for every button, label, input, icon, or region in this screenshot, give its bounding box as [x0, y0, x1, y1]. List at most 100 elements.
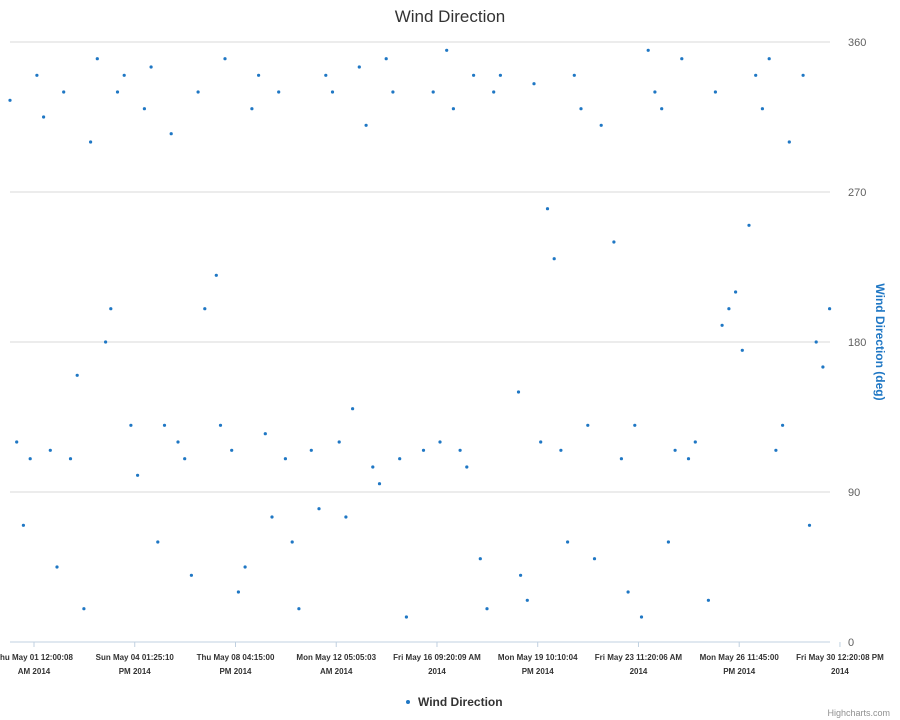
data-point[interactable]: [21, 523, 25, 527]
data-point[interactable]: [142, 107, 146, 111]
data-point[interactable]: [767, 57, 771, 61]
data-point[interactable]: [673, 448, 677, 452]
data-point[interactable]: [451, 107, 455, 111]
data-point[interactable]: [498, 73, 502, 77]
data-point[interactable]: [351, 407, 355, 411]
data-point[interactable]: [309, 448, 313, 452]
data-point[interactable]: [243, 565, 247, 569]
data-point[interactable]: [176, 440, 180, 444]
data-point[interactable]: [559, 448, 563, 452]
data-point[interactable]: [545, 207, 550, 211]
data-point[interactable]: [357, 65, 361, 69]
data-point[interactable]: [156, 540, 160, 544]
data-point[interactable]: [519, 573, 523, 577]
data-point[interactable]: [572, 73, 576, 77]
data-point[interactable]: [324, 73, 328, 77]
data-point[interactable]: [653, 90, 657, 94]
data-point[interactable]: [727, 307, 731, 311]
data-point[interactable]: [552, 257, 556, 261]
data-point[interactable]: [183, 457, 187, 461]
data-point[interactable]: [781, 423, 785, 427]
data-point[interactable]: [223, 57, 227, 61]
data-point[interactable]: [109, 307, 113, 311]
data-point[interactable]: [421, 448, 426, 452]
data-point[interactable]: [828, 307, 832, 311]
data-point[interactable]: [485, 607, 489, 611]
data-point[interactable]: [612, 240, 616, 244]
data-point[interactable]: [525, 598, 529, 602]
data-point[interactable]: [599, 123, 603, 127]
data-point[interactable]: [62, 90, 66, 94]
data-point[interactable]: [431, 90, 435, 94]
data-point[interactable]: [713, 90, 718, 94]
data-point[interactable]: [693, 440, 697, 444]
data-point[interactable]: [492, 90, 496, 94]
data-point[interactable]: [218, 423, 223, 427]
data-point[interactable]: [89, 140, 93, 144]
data-point[interactable]: [189, 573, 193, 577]
data-point[interactable]: [8, 98, 12, 102]
data-point[interactable]: [270, 515, 274, 519]
data-point[interactable]: [801, 73, 805, 77]
data-point[interactable]: [391, 90, 395, 94]
data-point[interactable]: [330, 90, 335, 94]
legend-item-wind-direction[interactable]: Wind Direction: [418, 695, 503, 709]
data-point[interactable]: [566, 540, 570, 544]
data-point[interactable]: [250, 107, 254, 111]
data-point[interactable]: [384, 57, 388, 61]
data-point[interactable]: [532, 82, 536, 86]
data-point[interactable]: [404, 615, 408, 619]
credits-link[interactable]: Highcharts.com: [827, 708, 890, 718]
data-point[interactable]: [586, 423, 590, 427]
data-point[interactable]: [592, 557, 597, 561]
data-point[interactable]: [277, 90, 281, 94]
data-point[interactable]: [516, 390, 521, 394]
data-point[interactable]: [344, 515, 348, 519]
data-point[interactable]: [162, 423, 167, 427]
data-point[interactable]: [317, 507, 321, 511]
data-point[interactable]: [290, 540, 294, 544]
data-point[interactable]: [740, 348, 744, 352]
data-point[interactable]: [28, 457, 32, 461]
data-point[interactable]: [626, 590, 630, 594]
data-point[interactable]: [754, 73, 758, 77]
data-point[interactable]: [807, 523, 812, 527]
data-point[interactable]: [760, 107, 765, 111]
data-point[interactable]: [214, 273, 218, 277]
data-point[interactable]: [787, 140, 791, 144]
data-point[interactable]: [371, 465, 375, 469]
data-point[interactable]: [95, 57, 99, 61]
data-point[interactable]: [364, 123, 368, 127]
data-point[interactable]: [458, 448, 462, 452]
data-point[interactable]: [747, 223, 751, 227]
data-point[interactable]: [478, 557, 482, 561]
data-point[interactable]: [680, 57, 684, 61]
data-point[interactable]: [821, 365, 825, 369]
data-point[interactable]: [660, 107, 664, 111]
data-point[interactable]: [263, 432, 267, 436]
data-point[interactable]: [149, 65, 153, 69]
data-point[interactable]: [75, 373, 79, 377]
data-point[interactable]: [445, 48, 449, 52]
data-point[interactable]: [236, 590, 240, 594]
data-point[interactable]: [438, 440, 442, 444]
data-point[interactable]: [230, 448, 234, 452]
data-point[interactable]: [633, 423, 637, 427]
series-wind-direction[interactable]: [8, 48, 832, 619]
data-point[interactable]: [82, 607, 86, 611]
data-point[interactable]: [42, 115, 46, 119]
data-point[interactable]: [104, 340, 108, 344]
data-point[interactable]: [720, 323, 724, 327]
data-point[interactable]: [15, 440, 19, 444]
data-point[interactable]: [465, 465, 469, 469]
data-point[interactable]: [734, 290, 738, 294]
legend[interactable]: Wind Direction: [406, 695, 503, 709]
data-point[interactable]: [706, 598, 711, 602]
data-point[interactable]: [136, 473, 140, 477]
data-point[interactable]: [122, 73, 126, 77]
data-point[interactable]: [377, 482, 382, 486]
data-point[interactable]: [129, 423, 133, 427]
data-point[interactable]: [539, 440, 543, 444]
data-point[interactable]: [169, 132, 173, 136]
data-point[interactable]: [55, 565, 59, 569]
